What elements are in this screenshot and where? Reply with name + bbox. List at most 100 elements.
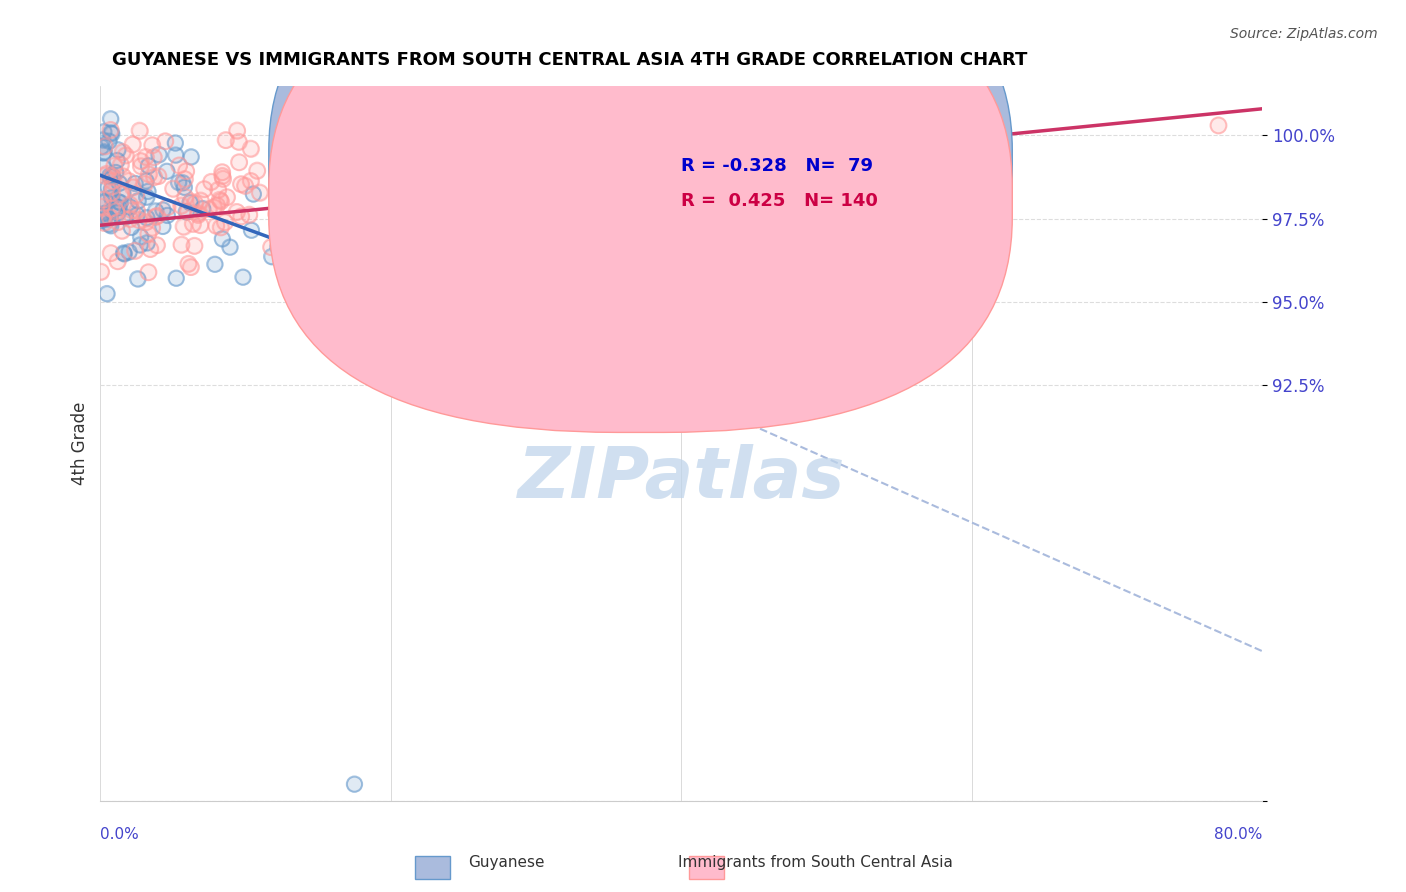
Point [104, 165, 127, 179]
Point [143, 170, 166, 185]
Point [135, 150, 157, 164]
Point [375, 193, 398, 207]
Point [240, 223, 263, 237]
Point [121, 180, 143, 194]
Point [141, 138, 163, 153]
Point [238, 208, 260, 222]
Point [174, 164, 197, 178]
Point [180, 194, 202, 209]
Point [98, 217, 121, 231]
Point [333, 169, 356, 183]
Point [233, 178, 256, 193]
Point [152, 219, 174, 234]
Point [110, 195, 132, 210]
Point [97, 211, 120, 226]
Point [107, 254, 129, 268]
Point [91, 133, 114, 147]
Point [120, 212, 142, 227]
Point [191, 202, 214, 216]
Point [323, 198, 346, 212]
Point [193, 182, 215, 196]
Point [128, 213, 150, 227]
Point [179, 195, 201, 210]
Point [94, 194, 117, 209]
Point [156, 208, 179, 222]
Point [90, 213, 112, 227]
Point [200, 175, 222, 189]
Point [173, 219, 195, 234]
Point [138, 159, 160, 173]
Point [143, 170, 166, 185]
Point [167, 176, 190, 190]
Point [145, 203, 167, 218]
Point [148, 147, 170, 161]
Point [104, 165, 127, 179]
Point [267, 208, 290, 222]
Point [165, 271, 187, 285]
Point [343, 191, 366, 205]
Point [264, 207, 287, 221]
Point [188, 218, 211, 232]
Point [136, 185, 159, 199]
Point [98, 217, 121, 231]
Point [111, 224, 134, 238]
Point [208, 193, 231, 207]
Point [117, 174, 139, 188]
Point [180, 150, 202, 164]
Point [177, 204, 200, 219]
Point [287, 214, 309, 228]
Point [226, 123, 249, 137]
Point [107, 143, 129, 157]
Point [127, 272, 149, 286]
Point [309, 199, 332, 213]
Point [156, 200, 179, 214]
Point [197, 202, 219, 216]
Point [128, 123, 150, 137]
Point [228, 135, 250, 149]
Point [136, 227, 159, 241]
Point [101, 186, 124, 200]
Point [260, 240, 283, 254]
Point [239, 174, 262, 188]
Point [111, 186, 134, 201]
Point [170, 237, 193, 252]
Point [211, 169, 233, 183]
Point [211, 232, 233, 246]
Point [90, 140, 112, 154]
Point [333, 169, 356, 183]
Text: ZIPatlas: ZIPatlas [517, 444, 845, 514]
Point [165, 148, 187, 162]
Point [100, 191, 122, 205]
Point [207, 183, 229, 197]
Point [118, 197, 141, 211]
Point [211, 232, 233, 246]
Point [357, 229, 380, 244]
Point [125, 208, 148, 222]
Point [219, 240, 242, 254]
Point [143, 210, 166, 224]
Text: R =  0.425   N= 140: R = 0.425 N= 140 [681, 193, 879, 211]
Point [156, 164, 179, 178]
Point [108, 194, 131, 209]
Point [94, 206, 117, 220]
Point [100, 123, 122, 137]
Point [146, 238, 169, 252]
Point [121, 203, 143, 218]
Point [174, 204, 197, 219]
Point [107, 215, 129, 229]
Point [170, 198, 193, 212]
Point [100, 127, 122, 141]
Point [249, 186, 271, 200]
Text: Guyanese: Guyanese [468, 855, 544, 870]
Point [228, 155, 250, 169]
Point [170, 237, 193, 252]
Point [162, 182, 184, 196]
Point [260, 250, 283, 264]
Point [239, 142, 262, 156]
Point [135, 174, 157, 188]
Point [138, 265, 160, 279]
Point [110, 186, 132, 201]
Text: R = -0.328   N=  79: R = -0.328 N= 79 [681, 157, 873, 175]
Point [141, 220, 163, 235]
Point [98, 169, 121, 183]
